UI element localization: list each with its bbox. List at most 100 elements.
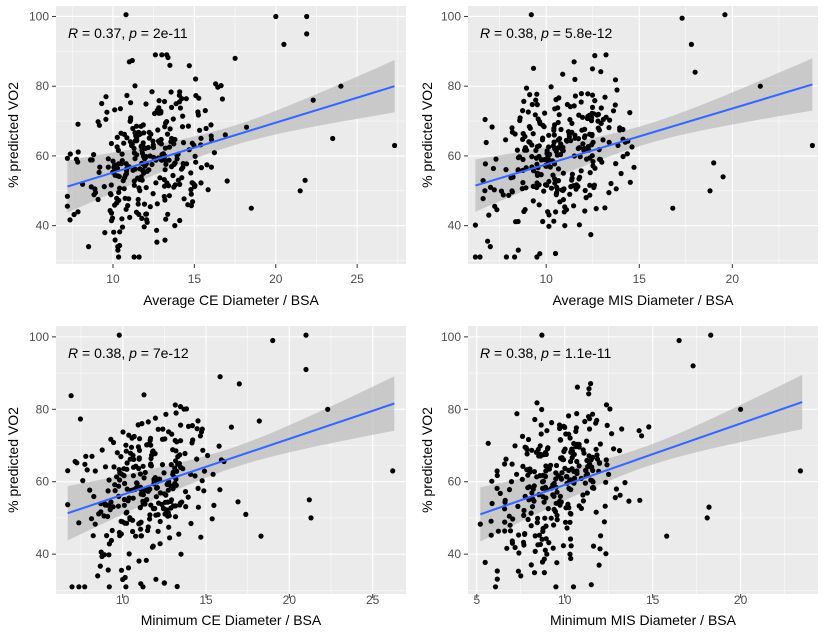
data-point bbox=[617, 492, 623, 498]
data-point bbox=[147, 516, 153, 522]
data-point bbox=[168, 89, 174, 95]
data-point bbox=[589, 485, 596, 491]
data-point bbox=[560, 170, 567, 176]
data-point bbox=[555, 105, 561, 111]
data-point bbox=[193, 159, 199, 165]
data-point bbox=[536, 202, 542, 208]
data-point bbox=[588, 232, 594, 238]
data-point bbox=[529, 447, 535, 453]
data-point bbox=[130, 125, 136, 132]
data-point bbox=[139, 147, 145, 153]
data-point bbox=[147, 435, 154, 441]
x-tick-label: 10 bbox=[106, 272, 120, 286]
data-point bbox=[584, 490, 590, 496]
data-point bbox=[156, 500, 162, 506]
data-point bbox=[166, 193, 172, 199]
data-point bbox=[590, 159, 596, 165]
data-point bbox=[69, 584, 75, 590]
data-point bbox=[186, 63, 192, 69]
data-point bbox=[586, 386, 592, 392]
data-point bbox=[477, 254, 483, 260]
data-point bbox=[482, 116, 488, 123]
data-point bbox=[125, 565, 132, 571]
data-point bbox=[89, 453, 95, 459]
data-point bbox=[154, 201, 160, 207]
data-point bbox=[112, 482, 118, 488]
data-point bbox=[64, 203, 70, 209]
data-point bbox=[524, 147, 530, 153]
data-point bbox=[127, 118, 133, 124]
data-point bbox=[528, 510, 534, 516]
data-point bbox=[193, 93, 199, 99]
data-point bbox=[586, 391, 592, 397]
data-point bbox=[165, 510, 171, 516]
data-point bbox=[173, 448, 179, 454]
data-point bbox=[707, 188, 713, 194]
data-point bbox=[139, 215, 145, 221]
data-point bbox=[569, 177, 575, 183]
data-point bbox=[149, 161, 155, 168]
y-axis-title: % predicted VO2 bbox=[5, 407, 21, 513]
data-point bbox=[174, 583, 180, 590]
data-point bbox=[136, 254, 142, 260]
data-point bbox=[606, 139, 612, 145]
data-point bbox=[97, 164, 103, 170]
data-point bbox=[148, 442, 154, 448]
y-tick-label: 80 bbox=[448, 402, 462, 416]
data-point bbox=[629, 144, 635, 150]
data-point bbox=[92, 521, 98, 527]
data-point bbox=[591, 184, 597, 191]
data-point bbox=[105, 164, 111, 170]
data-point bbox=[562, 519, 569, 525]
data-point bbox=[168, 498, 174, 504]
data-point bbox=[558, 476, 565, 482]
data-point bbox=[155, 528, 161, 534]
data-point bbox=[692, 69, 698, 75]
data-point bbox=[589, 92, 596, 98]
data-point bbox=[174, 156, 180, 162]
data-point bbox=[157, 175, 163, 181]
data-point bbox=[552, 176, 558, 182]
data-point bbox=[535, 542, 541, 548]
data-point bbox=[797, 468, 804, 474]
data-point bbox=[140, 122, 146, 128]
data-point bbox=[159, 462, 166, 468]
data-point bbox=[130, 473, 136, 479]
data-point bbox=[544, 428, 550, 434]
data-point bbox=[572, 475, 578, 481]
data-point bbox=[111, 164, 117, 170]
data-point bbox=[519, 476, 525, 482]
data-point bbox=[108, 140, 114, 147]
data-point bbox=[538, 422, 544, 428]
data-point bbox=[127, 214, 133, 220]
data-point bbox=[115, 147, 121, 153]
y-tick-label: 80 bbox=[36, 79, 50, 93]
data-point bbox=[523, 185, 529, 191]
data-point bbox=[526, 139, 532, 145]
data-point bbox=[188, 520, 194, 527]
data-point bbox=[67, 151, 73, 157]
data-point bbox=[575, 145, 581, 152]
data-point bbox=[562, 424, 568, 430]
data-point bbox=[592, 98, 598, 104]
data-point bbox=[573, 182, 580, 188]
data-point bbox=[592, 53, 598, 59]
data-point bbox=[646, 424, 652, 430]
data-point bbox=[548, 515, 554, 521]
data-point bbox=[555, 166, 562, 172]
data-point bbox=[153, 180, 159, 186]
data-point bbox=[88, 516, 95, 522]
data-point bbox=[529, 504, 536, 510]
data-point bbox=[152, 415, 158, 421]
data-point bbox=[96, 511, 102, 517]
data-point bbox=[119, 158, 125, 164]
data-point bbox=[172, 465, 178, 471]
data-point bbox=[720, 174, 726, 180]
data-point bbox=[169, 104, 175, 110]
data-point bbox=[551, 127, 557, 133]
data-point bbox=[520, 156, 526, 163]
data-point bbox=[514, 147, 521, 153]
data-point bbox=[170, 503, 176, 509]
data-point bbox=[102, 464, 109, 470]
data-point bbox=[133, 133, 139, 139]
